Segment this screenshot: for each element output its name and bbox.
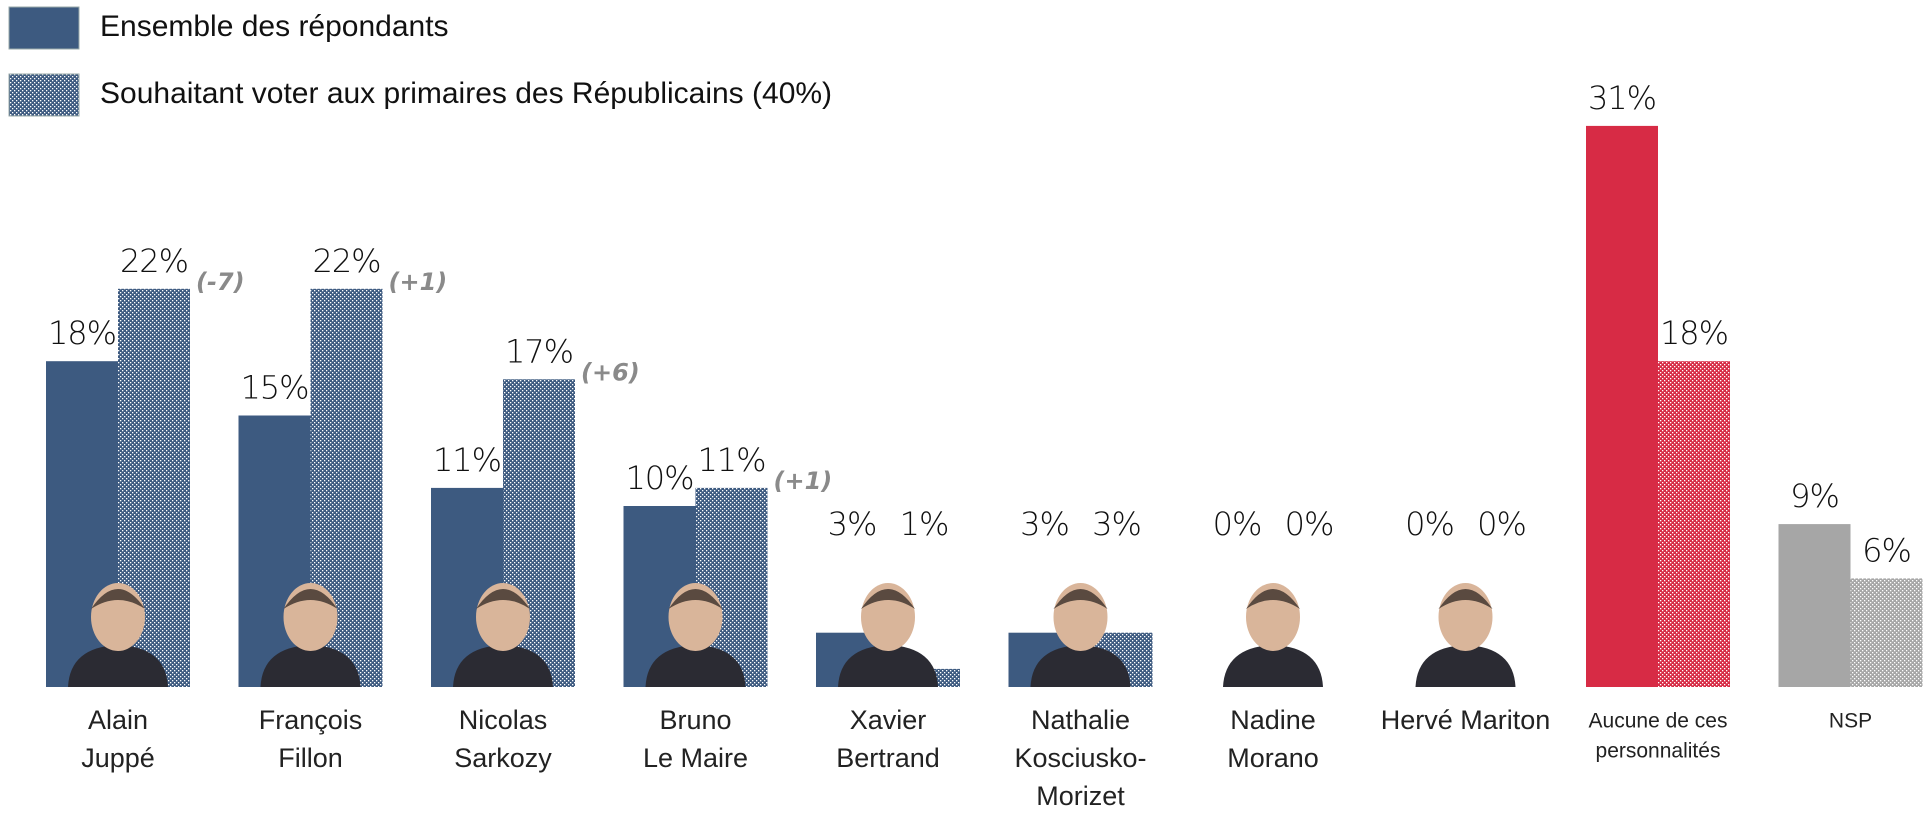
bar bbox=[1778, 524, 1851, 687]
value-label: 18% bbox=[48, 314, 116, 352]
x-tick-label: Aucune de ces bbox=[1589, 710, 1728, 733]
value-label: 22% bbox=[312, 242, 380, 280]
portrait bbox=[838, 583, 938, 687]
portrait-shoulders bbox=[1415, 645, 1516, 687]
portrait-shoulders bbox=[453, 645, 553, 687]
value-label: 0% bbox=[1213, 505, 1262, 543]
x-tick-label: Juppé bbox=[81, 743, 155, 773]
change-label: (+6) bbox=[581, 358, 640, 386]
x-tick-label: Nathalie bbox=[1031, 705, 1130, 735]
x-tick-label: Sarkozy bbox=[454, 743, 552, 773]
x-tick-label: Kosciusko- bbox=[1014, 743, 1146, 773]
value-label: 3% bbox=[1092, 505, 1141, 543]
x-tick-label: Fillon bbox=[278, 743, 343, 773]
change-label: (+1) bbox=[389, 268, 448, 296]
value-label: 3% bbox=[828, 505, 877, 543]
x-tick-label: Bruno bbox=[659, 705, 731, 735]
x-tick-label: Morizet bbox=[1036, 781, 1125, 811]
portrait-hair bbox=[1053, 589, 1108, 609]
x-tick-label: Nicolas bbox=[459, 705, 548, 735]
portrait bbox=[68, 583, 168, 687]
portrait-hair bbox=[668, 589, 723, 609]
value-label: 3% bbox=[1020, 505, 1069, 543]
portrait-shoulders bbox=[1030, 645, 1131, 687]
portrait-hair bbox=[1438, 589, 1493, 609]
change-label: (-7) bbox=[196, 268, 245, 296]
portrait-hair bbox=[283, 589, 338, 609]
portrait-hair bbox=[91, 589, 145, 609]
bar bbox=[1850, 578, 1923, 687]
portrait bbox=[1030, 583, 1131, 687]
value-label: 18% bbox=[1660, 314, 1728, 352]
value-label: 0% bbox=[1405, 505, 1454, 543]
x-tick-label: Xavier bbox=[850, 705, 927, 735]
legend-swatch bbox=[8, 73, 80, 117]
value-label: 15% bbox=[240, 369, 308, 407]
legend-label: Ensemble des répondants bbox=[100, 10, 449, 43]
change-label: (+1) bbox=[774, 467, 833, 495]
portrait bbox=[453, 583, 553, 687]
portrait-shoulders bbox=[260, 645, 361, 687]
value-label: 11% bbox=[697, 441, 765, 479]
x-tick-label: Hervé Mariton bbox=[1381, 705, 1551, 735]
value-label: 31% bbox=[1588, 79, 1656, 117]
portrait bbox=[260, 583, 361, 687]
portrait bbox=[1415, 583, 1516, 687]
x-tick-label: Alain bbox=[88, 705, 148, 735]
portrait-shoulders bbox=[1223, 645, 1323, 687]
value-label: 22% bbox=[120, 242, 188, 280]
value-label: 11% bbox=[433, 441, 501, 479]
portrait bbox=[645, 583, 746, 687]
value-label: 9% bbox=[1790, 477, 1839, 515]
bar bbox=[1586, 125, 1658, 687]
x-tick-label: NSP bbox=[1829, 710, 1872, 733]
portrait-hair bbox=[1246, 589, 1300, 609]
value-label: 10% bbox=[625, 459, 693, 497]
x-tick-label: Nadine bbox=[1230, 705, 1316, 735]
portrait-hair bbox=[476, 589, 530, 609]
legend-label: Souhaitant voter aux primaires des Répub… bbox=[100, 77, 832, 110]
value-label: 6% bbox=[1862, 531, 1911, 569]
value-label: 1% bbox=[900, 505, 949, 543]
x-tick-label: Morano bbox=[1227, 743, 1319, 773]
portrait-shoulders bbox=[838, 645, 938, 687]
legend-swatch bbox=[8, 6, 80, 50]
x-tick-label: personnalités bbox=[1596, 740, 1721, 763]
x-tick-label: Le Maire bbox=[643, 743, 748, 773]
portrait-shoulders bbox=[645, 645, 746, 687]
x-tick-label: Bertrand bbox=[836, 743, 940, 773]
portrait bbox=[1223, 583, 1323, 687]
bar bbox=[1658, 361, 1730, 687]
value-label: 0% bbox=[1477, 505, 1526, 543]
x-tick-label: François bbox=[259, 705, 363, 735]
portrait-hair bbox=[861, 589, 915, 609]
value-label: 0% bbox=[1285, 505, 1334, 543]
value-label: 17% bbox=[505, 332, 573, 370]
portrait-shoulders bbox=[68, 645, 168, 687]
